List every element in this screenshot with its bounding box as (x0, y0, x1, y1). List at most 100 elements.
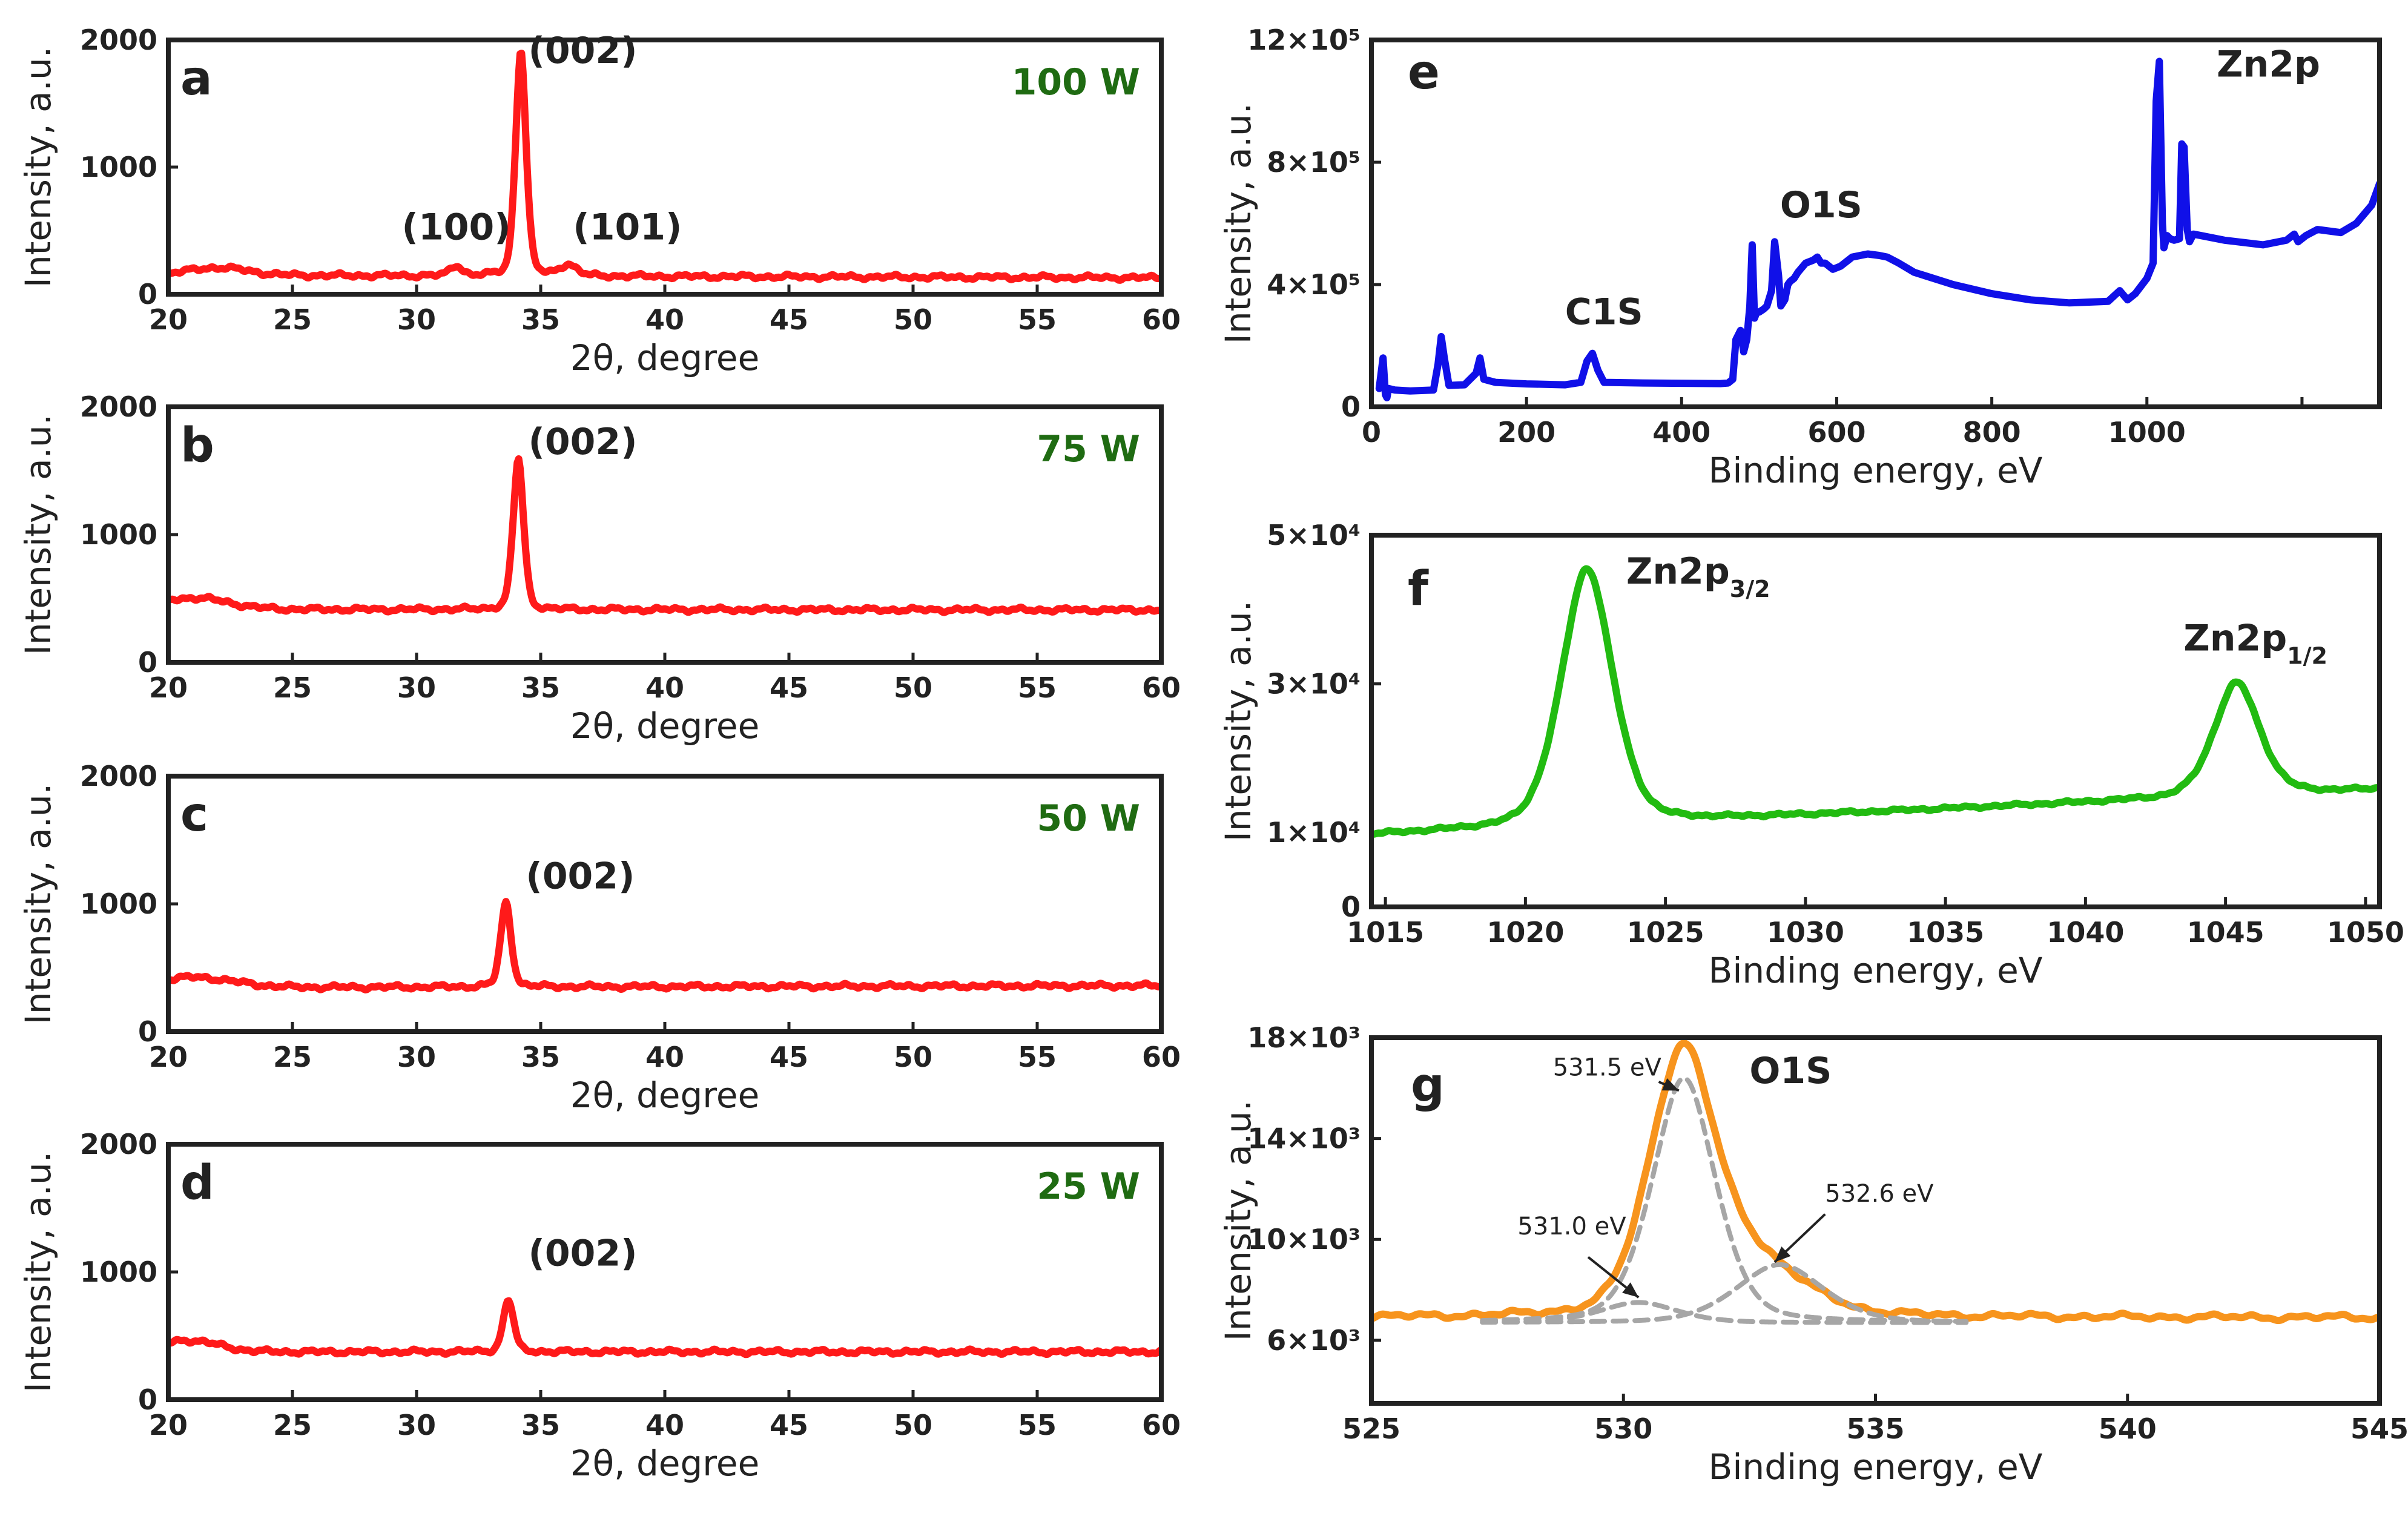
peak-annotation: Zn2p1/2 (2183, 617, 2327, 669)
series-line (171, 898, 1159, 993)
x-axis-label: 2θ, degree (570, 1075, 760, 1116)
x-axis-label: Binding energy, eV (1709, 950, 2043, 991)
power-label: 50 W (1037, 797, 1140, 840)
x-tick-label: 1030 (1767, 916, 1844, 949)
peak-annotation: (002) (526, 855, 635, 898)
plot-frame (1369, 38, 2382, 409)
peak-annotation: C1S (1565, 291, 1643, 334)
x-tick-label: 0 (1362, 416, 1381, 449)
x-tick-label: 540 (2099, 1412, 2157, 1445)
panel-f: 1015 1020 1025 1030 1035 1040 1045 1050 0 1×10⁴ 3×… (1218, 519, 2404, 991)
plot-frame (166, 1142, 1164, 1402)
panel-b: 20 25 30 35 40 45 50 55 60 0 1000 2000 2θ, degree Int… (18, 390, 1181, 746)
x-tick-label: 60 (1142, 1409, 1181, 1441)
subscript: 1/2 (2287, 642, 2327, 669)
panel-e: 0 200 400 600 800 1000 0 4×10⁵ 8×10⁵ 12×10⁵ Bindin… (1218, 24, 2382, 491)
series-line (1480, 1075, 1969, 1324)
x-tick-label: 45 (770, 1041, 808, 1073)
x-tick-label: 25 (273, 303, 312, 336)
y-tick-label: 0 (1341, 891, 1361, 923)
x-tick-label: 20 (149, 303, 188, 336)
panel-g: 525 530 535 540 545 6×10³ 10×10³ 14×10³ 18×10³ Bi… (1218, 1021, 2408, 1487)
x-tick-label: 30 (397, 671, 436, 704)
x-axis-label: 2θ, degree (570, 705, 760, 746)
x-tick-label: 50 (894, 1409, 932, 1441)
x-tick-label: 40 (645, 671, 684, 704)
panel-label: d (180, 1156, 214, 1210)
series-line (1374, 1040, 2377, 1325)
x-tick-label: 1015 (1347, 916, 1424, 949)
x-tick-label: 525 (1342, 1412, 1400, 1445)
x-tick-label: 530 (1594, 1412, 1652, 1445)
series-line (171, 1297, 1159, 1359)
peak-annotation: Zn2p3/2 (1626, 550, 1770, 602)
panel-a: 20 25 30 35 40 45 50 55 60 0 1000 2000 2θ, degree Int… (18, 24, 1181, 378)
peak-annotation: (002) (529, 421, 638, 463)
x-tick-label: 1025 (1627, 916, 1704, 949)
y-tick-label: 2000 (80, 1128, 157, 1161)
y-tick-label: 2000 (80, 760, 157, 792)
peak-annotation: O1S (1780, 184, 1862, 226)
x-tick-label: 545 (2350, 1412, 2408, 1445)
y-axis-label: Intensity, a.u. (18, 47, 59, 288)
y-tick-label: 1×10⁴ (1267, 816, 1361, 849)
plot-frame (166, 774, 1164, 1034)
y-tick-label: 4×10⁵ (1267, 268, 1361, 301)
y-tick-label: 1000 (80, 518, 157, 551)
panel-label: g (1411, 1058, 1445, 1113)
x-tick-label: 35 (521, 671, 560, 704)
y-tick-label: 1000 (80, 151, 157, 183)
y-axis-label: Intensity, a.u. (18, 1151, 59, 1393)
peak-annotation: (101) (573, 206, 682, 249)
x-tick-label: 40 (645, 1409, 684, 1441)
series-line (1480, 1300, 1969, 1325)
x-axis-label: Binding energy, eV (1709, 1446, 2043, 1487)
callout-arrow-head (1661, 1078, 1679, 1091)
x-tick-label: 1050 (2327, 916, 2404, 949)
x-tick-label: 40 (645, 1041, 684, 1073)
peak-annotation: (100) (402, 206, 511, 249)
x-tick-label: 40 (645, 303, 684, 336)
x-tick-label: 55 (1018, 1041, 1057, 1073)
x-tick-label: 1040 (2047, 916, 2124, 949)
x-axis-label: Binding energy, eV (1709, 450, 2043, 491)
x-tick-label: 55 (1018, 1409, 1057, 1441)
panel-label: b (180, 418, 214, 473)
x-tick-label: 200 (1497, 416, 1555, 449)
y-tick-label: 0 (138, 646, 157, 679)
y-axis-label: Intensity, a.u. (1218, 1100, 1259, 1342)
y-tick-label: 0 (138, 278, 157, 311)
x-tick-label: 30 (397, 1409, 436, 1441)
y-tick-label: 14×10³ (1247, 1122, 1361, 1155)
x-tick-label: 25 (273, 1041, 312, 1073)
y-tick-label: 6×10³ (1267, 1324, 1361, 1357)
plot-frame (166, 404, 1164, 665)
x-tick-label: 20 (149, 671, 188, 704)
y-tick-label: 18×10³ (1247, 1021, 1361, 1054)
y-tick-label: 10×10³ (1247, 1223, 1361, 1256)
y-tick-label: 1000 (80, 888, 157, 920)
y-tick-label: 0 (1341, 390, 1361, 423)
y-axis-label: Intensity, a.u. (1218, 601, 1259, 842)
series-line (1375, 58, 2377, 401)
x-tick-label: 20 (149, 1041, 188, 1073)
x-tick-label: 45 (770, 1409, 808, 1441)
y-tick-label: 2000 (80, 390, 157, 423)
x-tick-label: 60 (1142, 671, 1181, 704)
callout-arrow-head (1622, 1282, 1639, 1298)
x-tick-label: 35 (521, 1409, 560, 1441)
x-tick-label: 1045 (2187, 916, 2265, 949)
panel-label: e (1408, 45, 1440, 100)
x-tick-label: 600 (1807, 416, 1865, 449)
x-tick-label: 50 (894, 303, 932, 336)
peak-annotation: Zn2p (2217, 44, 2320, 86)
y-tick-label: 2000 (80, 24, 157, 56)
y-tick-label: 0 (138, 1383, 157, 1416)
panel-label: f (1408, 562, 1429, 616)
subscript: 3/2 (1730, 576, 1770, 602)
panel-label: a (180, 51, 213, 106)
x-tick-label: 35 (521, 1041, 560, 1073)
callout-arrow-head (1775, 1246, 1791, 1262)
y-tick-label: 5×10⁴ (1267, 519, 1361, 552)
peak-annotation: (002) (529, 30, 638, 72)
